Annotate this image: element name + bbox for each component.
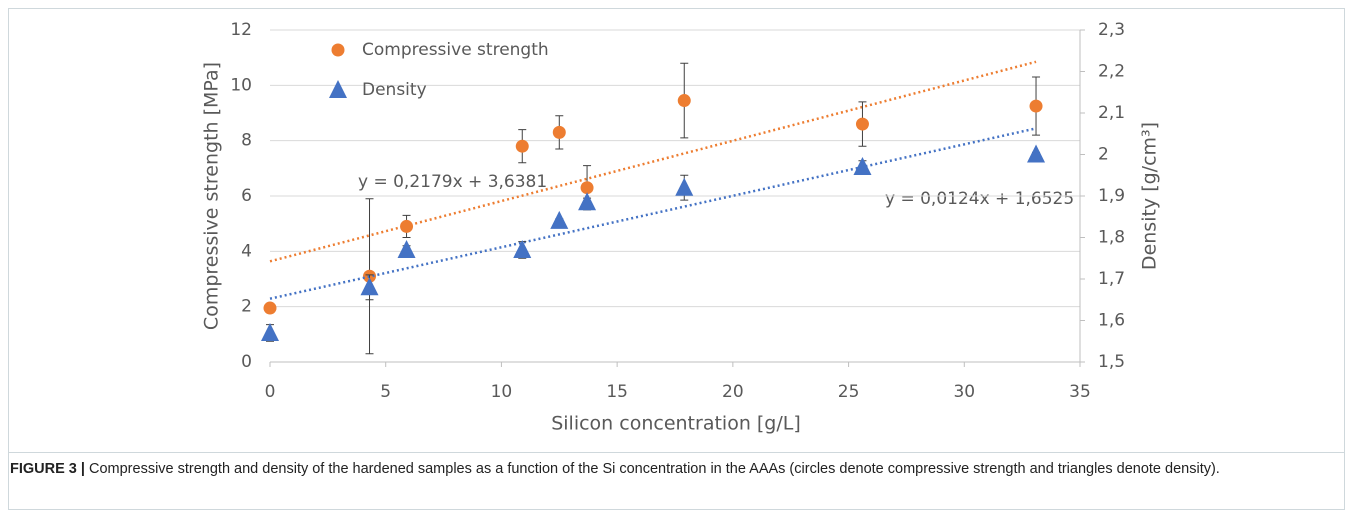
trendline-label: y = 0,2179x + 3,6381 <box>358 172 547 192</box>
x-tick-label: 0 <box>265 382 276 402</box>
point <box>855 117 869 131</box>
legend-marker <box>331 43 345 57</box>
x-tick-label: 20 <box>722 382 744 402</box>
point <box>550 210 569 229</box>
x-tick-label: 10 <box>491 382 513 402</box>
point <box>1029 99 1043 113</box>
point <box>1027 144 1046 163</box>
point <box>513 239 532 258</box>
point <box>853 156 872 175</box>
y2-tick-label: 2 <box>1098 145 1109 165</box>
legend-label: Density <box>362 80 427 100</box>
trendline <box>269 60 1037 263</box>
y2-tick-label: 1,5 <box>1098 352 1125 372</box>
point <box>400 219 414 233</box>
y2-axis-title: Density [g/cm³] <box>1139 122 1161 270</box>
y-tick-label: 6 <box>241 186 252 206</box>
y2-tick-label: 2,2 <box>1098 62 1125 82</box>
point <box>515 139 529 153</box>
figure-frame <box>8 8 1345 510</box>
y2-tick-label: 1,8 <box>1098 228 1125 248</box>
x-tick-label: 15 <box>606 382 628 402</box>
y2-tick-label: 2,3 <box>1098 20 1125 40</box>
point <box>675 177 694 196</box>
x-tick-label: 30 <box>953 382 975 402</box>
caption-label: FIGURE 3 | <box>10 461 85 477</box>
y-tick-label: 12 <box>230 20 252 40</box>
y-tick-label: 2 <box>241 297 252 317</box>
point <box>263 301 277 315</box>
chart: Silicon concentration [g/L] Compressive … <box>201 20 1161 435</box>
separator <box>8 452 1345 453</box>
legend-marker <box>329 80 347 98</box>
caption-text: Compressive strength and density of the … <box>84 461 1220 477</box>
y2-tick-label: 2,1 <box>1098 103 1125 123</box>
trendline-label: y = 0,0124x + 1,6525 <box>885 189 1074 209</box>
point <box>677 94 691 108</box>
y-tick-label: 4 <box>241 241 252 261</box>
legend-label: Compressive strength <box>362 40 549 60</box>
point <box>580 181 594 195</box>
point <box>578 192 597 211</box>
point <box>397 239 416 258</box>
y-tick-label: 0 <box>241 352 252 372</box>
y2-tick-label: 1,7 <box>1098 269 1125 289</box>
x-tick-label: 5 <box>380 382 391 402</box>
caption: FIGURE 3 | Compressive strength and dens… <box>10 457 1310 481</box>
x-tick-label: 25 <box>838 382 860 402</box>
x-axis-title: Silicon concentration [g/L] <box>551 413 801 435</box>
y2-tick-label: 1,9 <box>1098 186 1125 206</box>
point <box>360 277 379 296</box>
point <box>552 125 566 139</box>
point <box>261 322 279 341</box>
x-tick-label: 35 <box>1069 382 1091 402</box>
y-tick-label: 8 <box>241 131 252 151</box>
y2-tick-label: 1,6 <box>1098 311 1125 331</box>
y-tick-label: 10 <box>230 75 252 95</box>
trendline <box>269 127 1037 300</box>
y-axis-title: Compressive strength [MPa] <box>201 62 223 330</box>
